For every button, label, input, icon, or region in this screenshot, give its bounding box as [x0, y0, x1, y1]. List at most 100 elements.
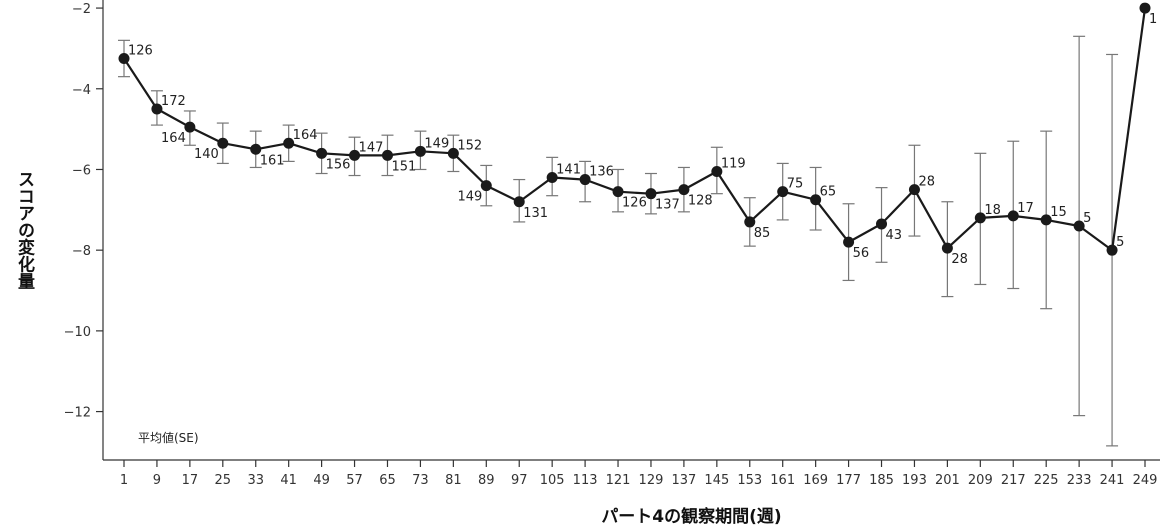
data-points: [118, 2, 1151, 256]
n-label: 15: [1050, 205, 1067, 220]
data-point: [447, 147, 459, 159]
x-tick-label: 185: [869, 473, 894, 488]
data-point: [250, 143, 262, 155]
data-point: [513, 196, 525, 208]
x-tick-label: 137: [671, 473, 696, 488]
n-label: 152: [457, 138, 482, 153]
data-point: [283, 137, 295, 149]
x-axis-title: パート4の観察期間(週): [601, 506, 781, 527]
n-label: 43: [886, 228, 903, 243]
n-label: 119: [721, 156, 746, 171]
n-label: 141: [556, 163, 581, 178]
n-label: 140: [194, 147, 219, 162]
x-tick-label: 105: [540, 473, 565, 488]
x-tick-label: 121: [606, 473, 631, 488]
x-tick-label: 249: [1133, 473, 1158, 488]
n-label: 75: [787, 177, 804, 192]
x-tick-label: 97: [511, 473, 528, 488]
n-label: 137: [655, 198, 680, 213]
data-point: [414, 145, 426, 157]
x-tick-label: 201: [935, 473, 960, 488]
y-axis-ticks: −2 −4 −6 −8 −10 −12: [64, 2, 103, 421]
data-point: [184, 121, 196, 133]
n-label: 172: [161, 94, 186, 109]
x-tick-label: 113: [573, 473, 598, 488]
y-axis-title: スコアの変化量: [14, 171, 35, 290]
data-point: [546, 172, 558, 184]
n-label: 156: [326, 157, 351, 172]
x-tick-label: 57: [346, 473, 363, 488]
n-label: 147: [359, 140, 384, 155]
series-line: [123, 7, 1147, 252]
n-label: 149: [424, 136, 449, 151]
data-point: [777, 186, 789, 198]
n-label: 164: [161, 131, 186, 146]
x-tick-label: 41: [280, 473, 297, 488]
x-tick-label: 17: [182, 473, 199, 488]
x-tick-label: 217: [1001, 473, 1026, 488]
x-tick-label: 145: [704, 473, 729, 488]
n-label: 5: [1083, 211, 1091, 226]
data-point: [480, 180, 492, 192]
n-label: 28: [918, 175, 935, 190]
n-label: 126: [622, 196, 647, 211]
data-point: [1073, 220, 1085, 232]
x-tick-label: 9: [153, 473, 161, 488]
n-label: 85: [754, 226, 771, 241]
n-label: 65: [820, 185, 837, 200]
n-label: 1: [1149, 12, 1157, 27]
data-point: [1007, 210, 1019, 222]
x-tick-label: 25: [215, 473, 232, 488]
data-point: [579, 174, 591, 186]
chart-axes: −2−4−6−8−10−12 1 9 17 25 33 41 49 57 65 73 81 89 97 1…: [64, 0, 1160, 488]
data-point: [645, 188, 657, 200]
n-label: 17: [1017, 201, 1034, 216]
y-tick-label: −12: [64, 406, 91, 421]
n-label: 56: [853, 246, 870, 261]
data-point: [908, 184, 920, 196]
x-tick-label: 169: [803, 473, 828, 488]
y-tick-label: −8: [72, 244, 91, 259]
error-bars: [118, 35, 1119, 447]
data-point: [217, 137, 229, 149]
data-point: [316, 147, 328, 159]
data-point: [843, 236, 855, 248]
data-point: [1139, 2, 1151, 14]
y-tick-label: −4: [72, 83, 91, 98]
x-tick-label: 233: [1067, 473, 1092, 488]
x-tick-label: 161: [770, 473, 795, 488]
x-tick-label: 129: [639, 473, 664, 488]
n-label: 5: [1116, 235, 1124, 250]
n-label: 136: [589, 165, 614, 180]
x-tick-label: 49: [313, 473, 330, 488]
x-axis-ticks: 1 9 17 25 33 41 49 57 65 73 81 89 97 105 113 121 129 137 1…: [120, 460, 1158, 488]
data-point: [612, 186, 624, 198]
x-tick-label: 73: [412, 473, 429, 488]
x-tick-label: 225: [1034, 473, 1059, 488]
x-tick-label: 241: [1100, 473, 1125, 488]
n-label: 18: [984, 203, 1001, 218]
n-label: 131: [523, 206, 548, 221]
n-label: 161: [260, 153, 285, 168]
n-label: 149: [457, 190, 482, 205]
n-label: 151: [391, 159, 416, 174]
data-point: [678, 184, 690, 196]
data-point: [941, 242, 953, 254]
data-point: [711, 165, 723, 177]
x-tick-label: 1: [120, 473, 128, 488]
data-point: [151, 103, 163, 115]
n-label: 128: [688, 194, 713, 209]
data-point: [744, 216, 756, 228]
data-point: [349, 149, 361, 161]
data-point: [381, 149, 393, 161]
x-tick-label: 153: [737, 473, 762, 488]
n-label: 164: [293, 128, 318, 143]
x-tick-label: 89: [478, 473, 495, 488]
data-point: [1106, 244, 1118, 256]
data-point: [118, 53, 130, 65]
series-line-group: [123, 7, 1147, 252]
x-tick-label: 81: [445, 473, 462, 488]
x-tick-label: 33: [247, 473, 264, 488]
